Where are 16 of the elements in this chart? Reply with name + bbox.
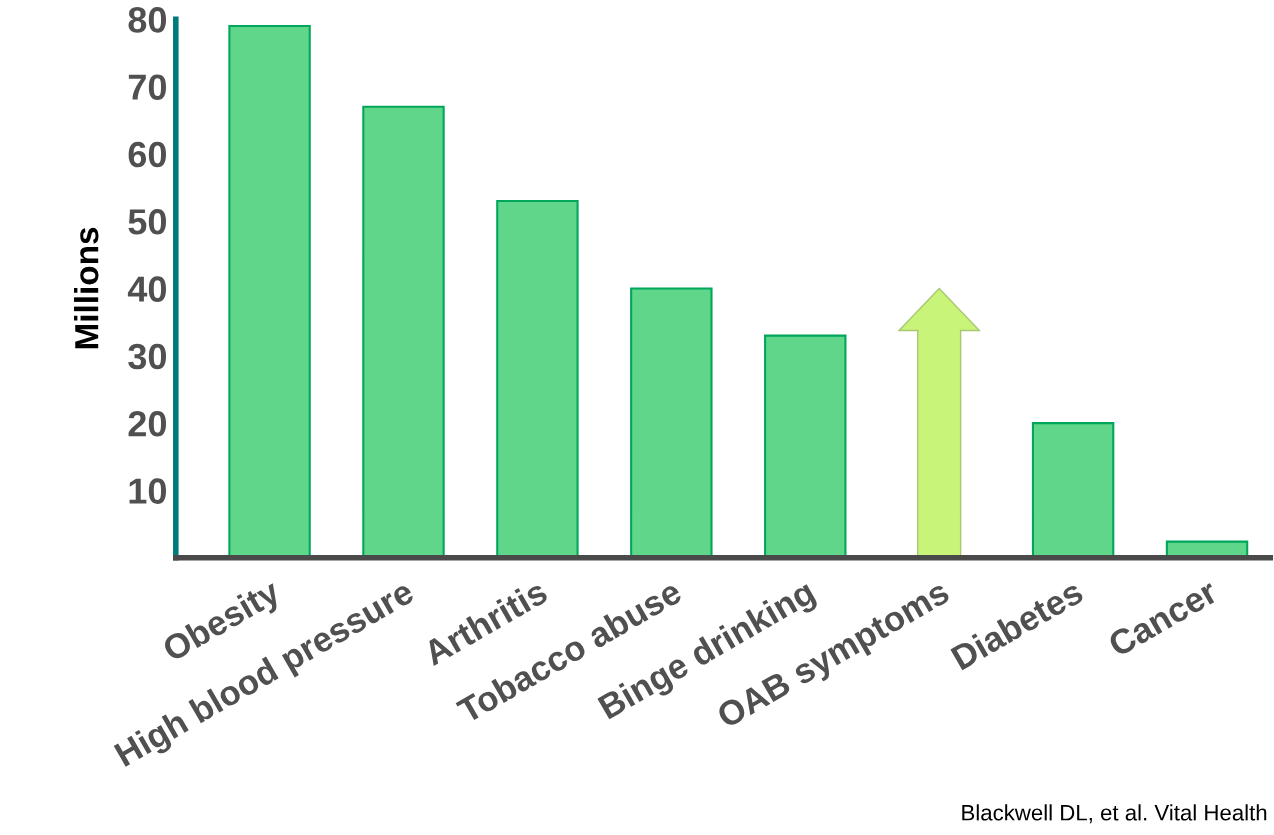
y-tick-label: 60 bbox=[128, 141, 166, 168]
y-tick-label: 10 bbox=[129, 478, 166, 504]
y-tick-label: 20 bbox=[128, 411, 166, 437]
y-axis-title: Millions bbox=[74, 227, 99, 349]
y-tick-label: 50 bbox=[128, 209, 166, 235]
y-tick-label: 40 bbox=[127, 276, 166, 302]
y-tick-label: 80 bbox=[128, 7, 166, 33]
y-tick-label: 30 bbox=[128, 343, 166, 370]
text: Blackwell DL, et al. Vital Health bbox=[962, 804, 1267, 824]
bar bbox=[764, 334, 847, 558]
bar bbox=[1031, 422, 1115, 558]
bar bbox=[496, 199, 579, 558]
y-tick-label: 70 bbox=[128, 74, 166, 100]
bar bbox=[228, 24, 311, 558]
bar bbox=[362, 105, 445, 558]
bar bbox=[630, 287, 713, 558]
